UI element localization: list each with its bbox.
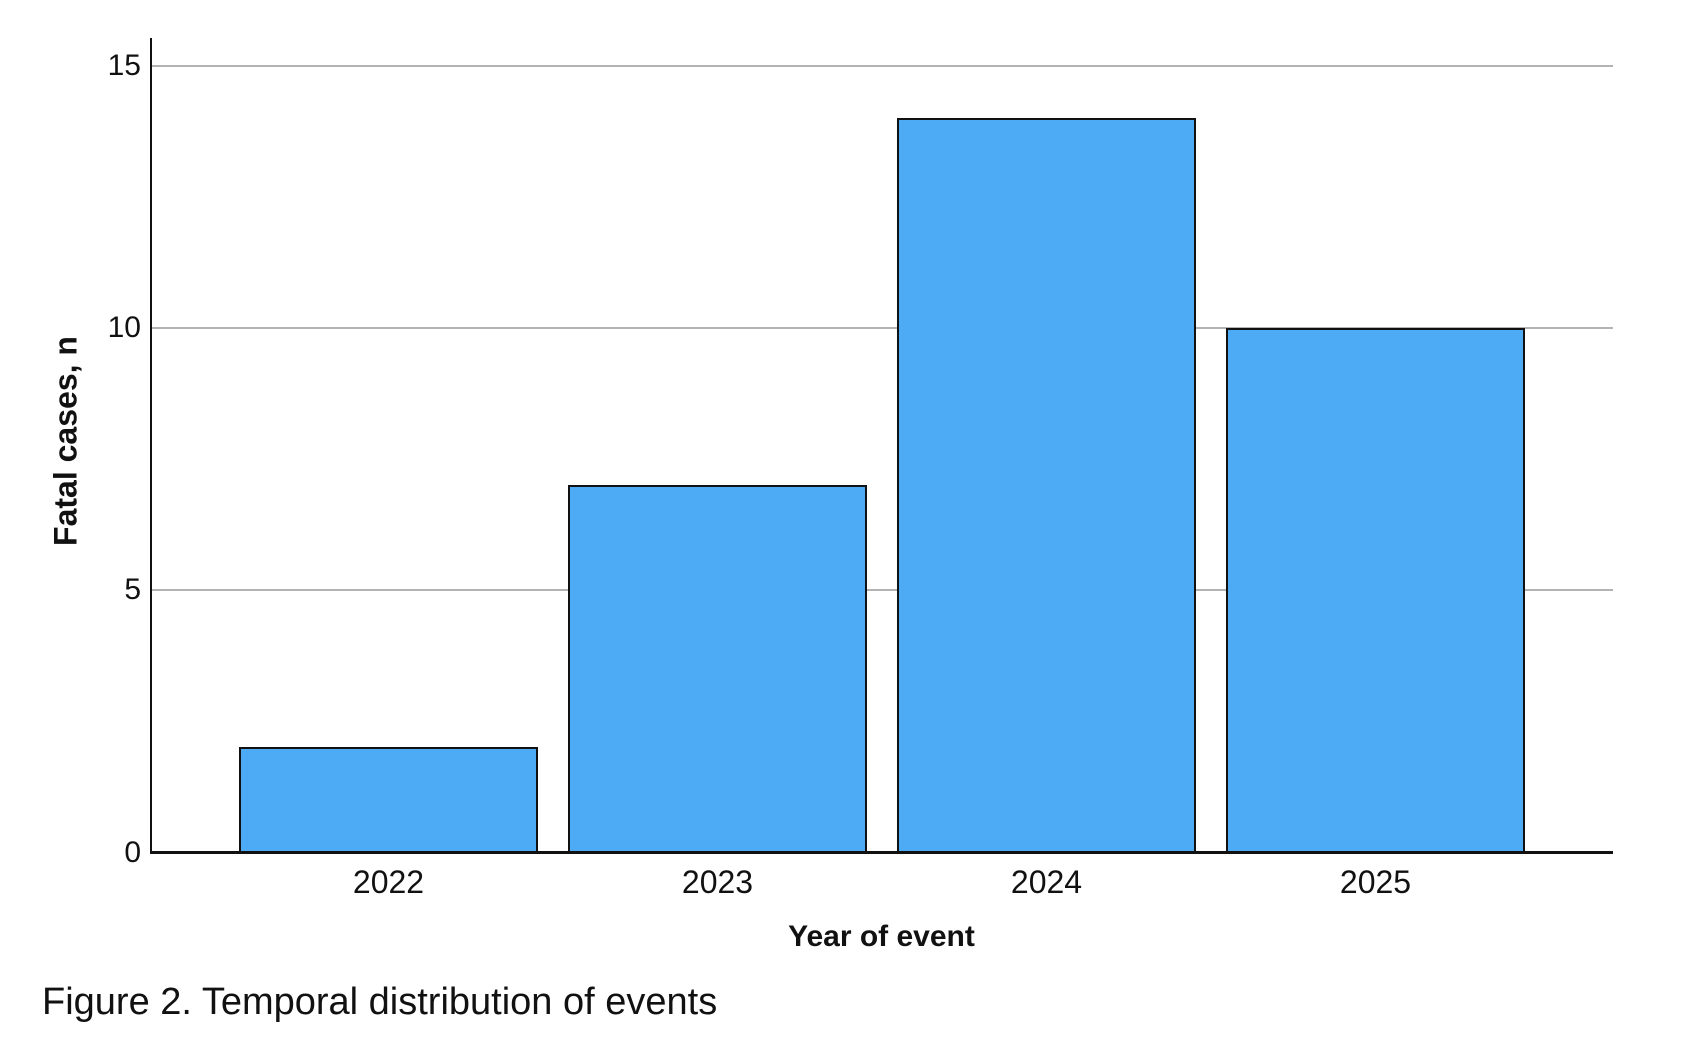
gridline-y-5 [150,589,1613,591]
y-tick-label-10: 10 [107,311,141,344]
bar-2024 [897,118,1196,852]
bar-2023 [568,485,867,852]
x-tick-label-2022: 2022 [352,864,425,900]
x-tick-label-2023: 2023 [681,864,754,900]
gridline-y-10 [150,327,1613,329]
x-tick-label-2024: 2024 [1010,864,1083,900]
y-tick-label-5: 5 [124,573,141,606]
y-axis-line [150,38,152,854]
y-tick-label-0: 0 [124,836,141,869]
y-tick-label-15: 15 [107,49,141,82]
x-tick-label-2025: 2025 [1339,864,1412,900]
bar-2022 [239,747,538,852]
gridline-y-15 [150,65,1613,67]
bar-2025 [1226,328,1525,852]
plot-area [150,38,1613,852]
y-axis-title: Fatal cases, n [47,336,84,546]
x-axis-title: Year of event [788,920,975,953]
x-axis-line [150,851,1613,854]
figure-caption: Figure 2. Temporal distribution of event… [42,981,718,1023]
